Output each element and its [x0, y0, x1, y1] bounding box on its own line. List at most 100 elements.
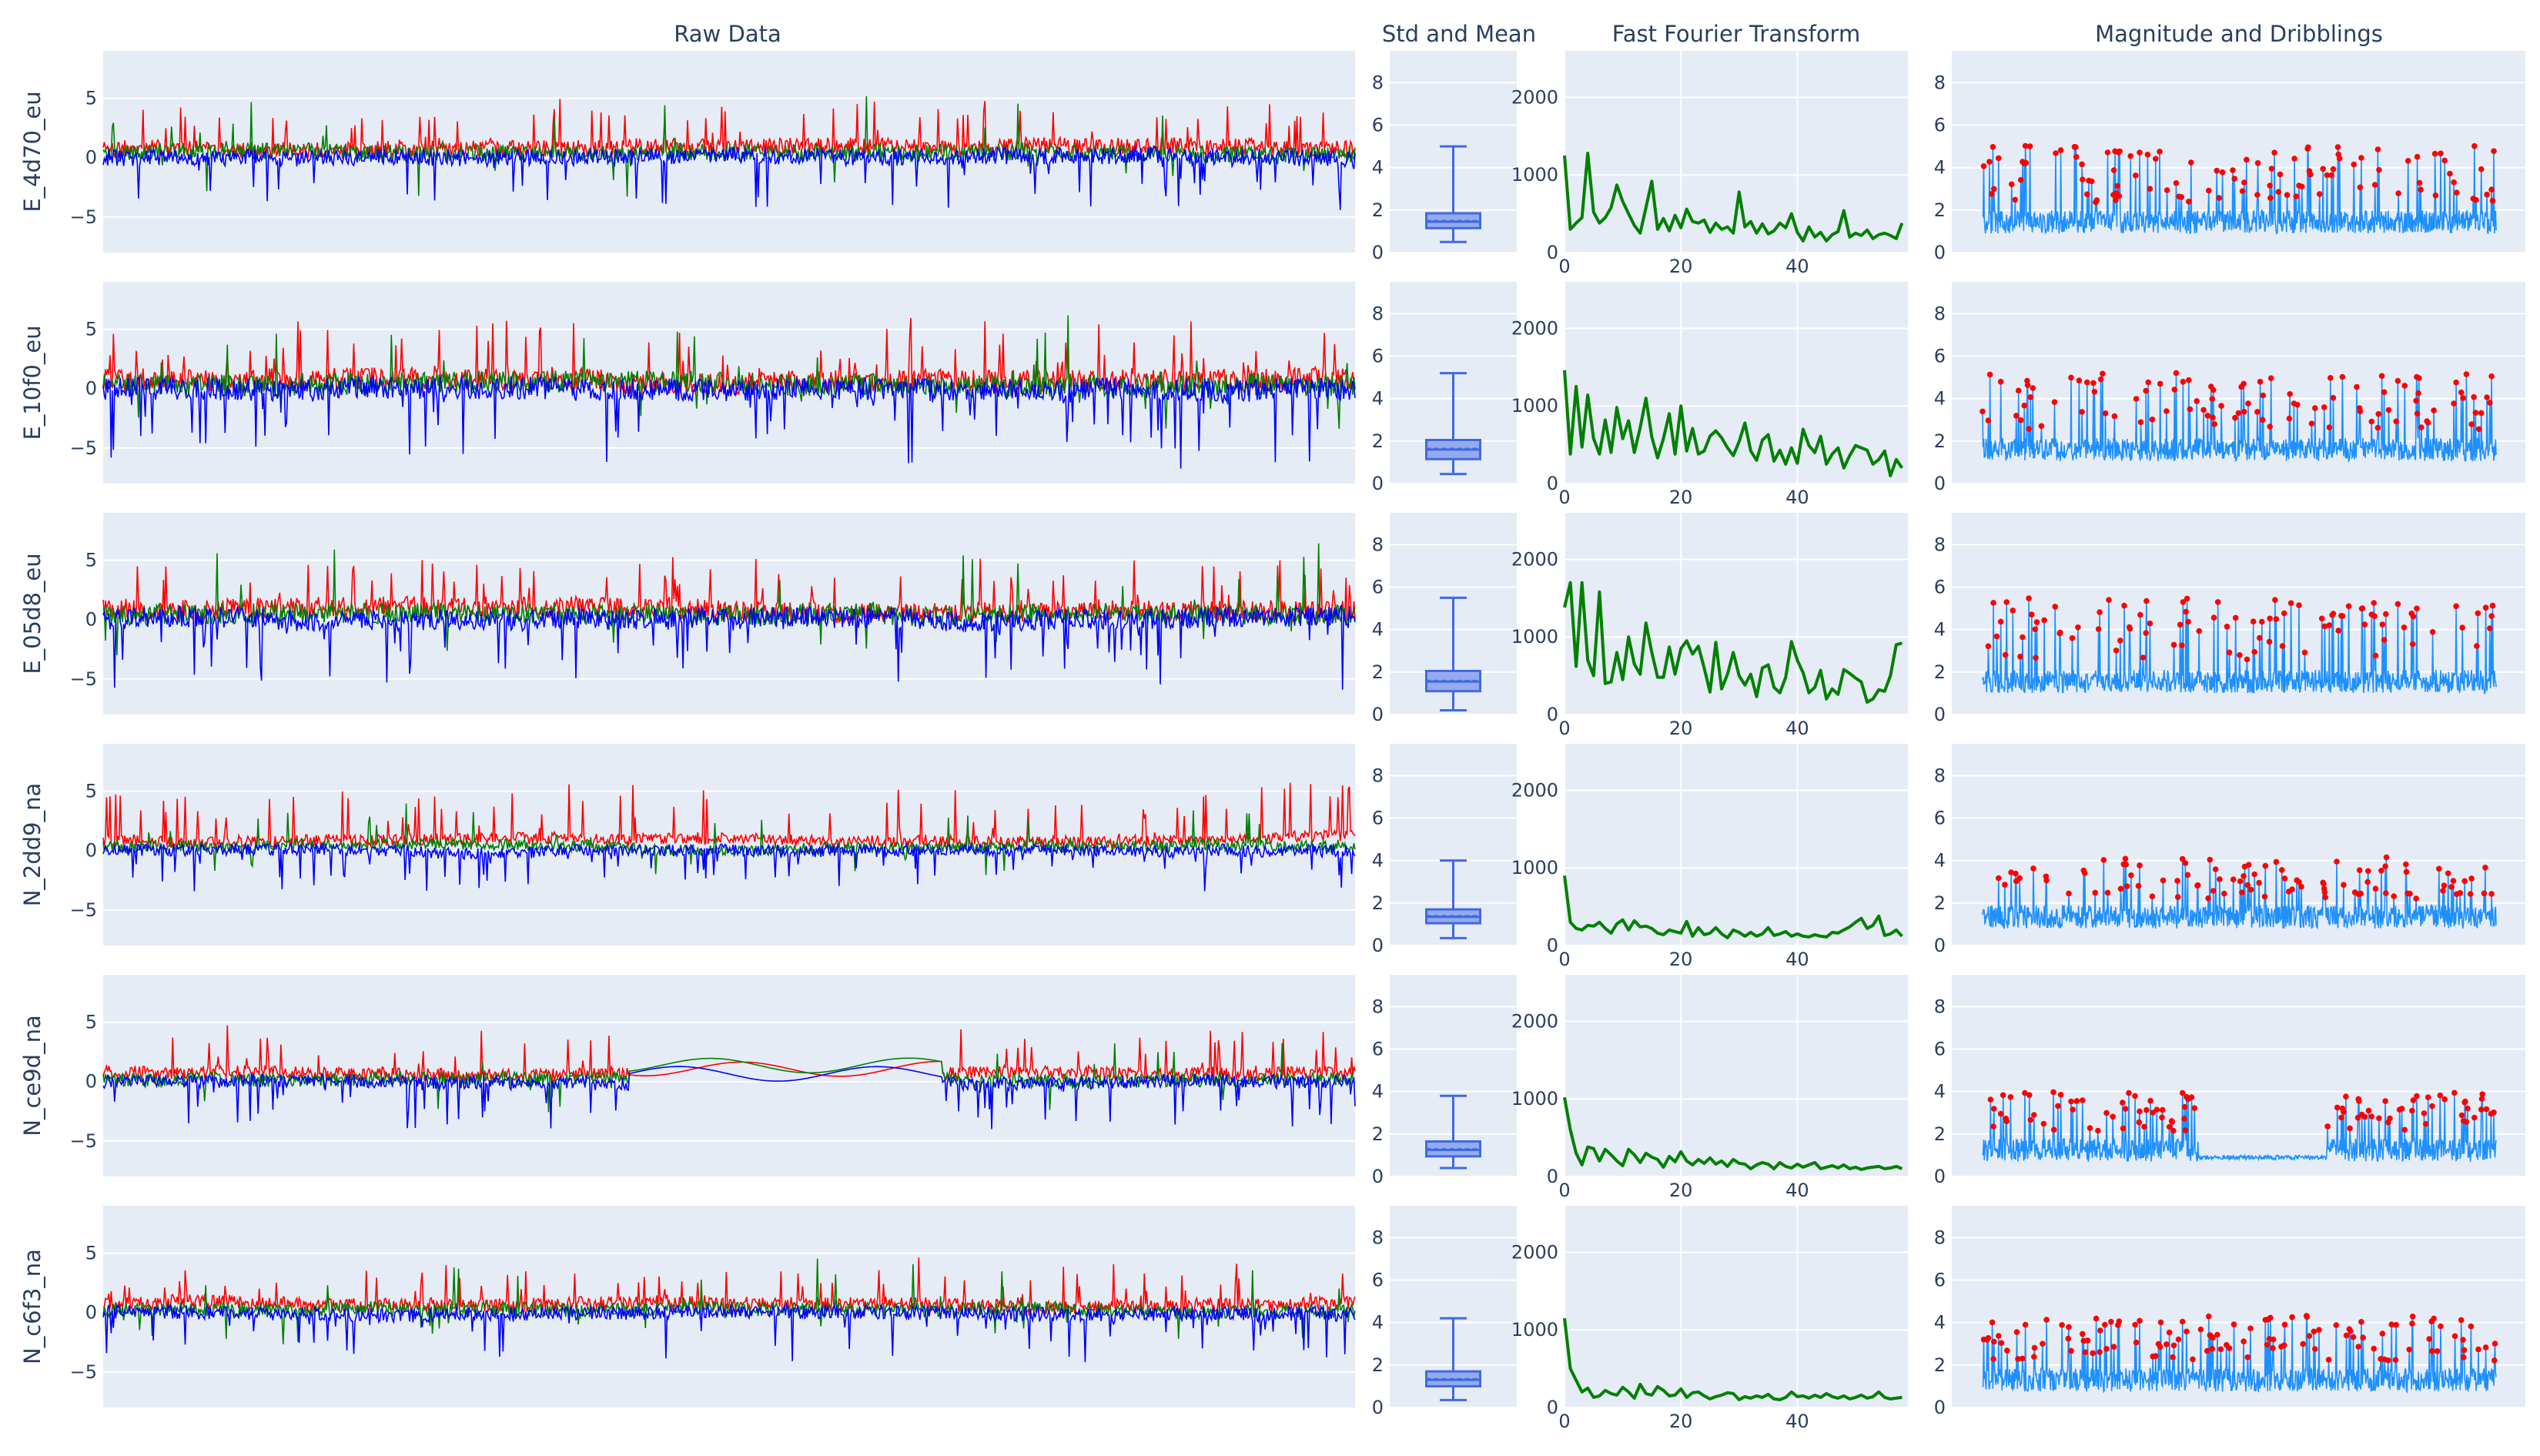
row-E_10f0_eu: E_10f0_eu −5 0 5 0 2 4 6 8 0 1000 2000 0 20 40 0 2 4 6 8 [19, 282, 2525, 508]
dribbling-peak [2484, 191, 2490, 198]
x-tick-label: 40 [1785, 949, 1809, 970]
x-tick-label: 0 [1558, 949, 1570, 970]
dribbling-peak [2355, 1344, 2361, 1350]
dribbling-peak [1986, 159, 1993, 165]
dribbling-peak [2069, 635, 2076, 641]
dribbling-peak [2026, 426, 2032, 432]
panel-background [1564, 744, 1908, 946]
dribbling-peak [2207, 856, 2214, 863]
dribbling-peak [2365, 868, 2371, 875]
dribbling-peak [2050, 1089, 2056, 1096]
dribbling-peak [2095, 1127, 2101, 1134]
dribbling-peak [2240, 1338, 2247, 1344]
dribbling-peak [2316, 191, 2323, 197]
dribbling-peak [2324, 1123, 2331, 1130]
y-tick-label: 0 [1372, 1166, 1384, 1187]
dribbling-peak [2173, 180, 2180, 186]
dribbling-peak [2438, 150, 2444, 157]
dribbling-peak [2132, 1093, 2138, 1100]
dribbling-peak [2095, 626, 2102, 632]
dribbling-peak [2127, 152, 2133, 159]
y-tick-label: 8 [1372, 303, 1384, 324]
fft-line [1563, 581, 1902, 704]
row-E_05d8_eu: E_05d8_eu −5 0 5 0 2 4 6 8 0 1000 2000 0 20 40 0 2 4 6 8 [19, 513, 2525, 739]
magnitude-panel: 0 2 4 6 8 [1934, 744, 2525, 956]
dribbling-peak [2453, 379, 2459, 386]
dribbling-peak [2239, 188, 2246, 194]
dribbling-peak [2027, 1116, 2034, 1123]
dribbling-peak [2294, 401, 2301, 408]
x-tick-label: 0 [1558, 1411, 1570, 1432]
y-tick-label: 6 [1372, 1270, 1384, 1291]
y-tick-label: 1000 [1511, 395, 1558, 417]
dribbling-peak [2273, 859, 2280, 865]
dribbling-peak [2111, 413, 2118, 420]
dribbling-peak [2475, 426, 2482, 433]
dribbling-peak [2284, 192, 2291, 198]
dribbling-peak [2043, 877, 2050, 884]
raw-data-panel: −5 0 5 [70, 1206, 1356, 1407]
dribbling-peak [2153, 1353, 2159, 1359]
dribbling-peak [2137, 1108, 2143, 1115]
row-label: E_10f0_eu [19, 325, 45, 440]
y-tick-label: 4 [1934, 388, 1946, 410]
dribbling-peak [2073, 144, 2079, 150]
dribbling-peak [2070, 1106, 2076, 1113]
dribbling-peak [2345, 603, 2352, 610]
dribbling-peak [1990, 1123, 1996, 1130]
dribbling-peak [2147, 186, 2153, 192]
dribbling-peak [2256, 879, 2262, 886]
dribbling-peak [2395, 190, 2401, 196]
dribbling-peak [2471, 393, 2477, 400]
dribbling-peak [2209, 396, 2216, 402]
dribbling-peak [2033, 619, 2040, 625]
dribbling-peak [2110, 1113, 2116, 1120]
dribbling-peak [2143, 1106, 2150, 1113]
magnitude-line [1982, 857, 2497, 930]
dribbling-peak [2401, 624, 2408, 631]
y-tick-label: 6 [1372, 346, 1384, 367]
dribbling-peak [2489, 602, 2496, 609]
dribbling-peak [2465, 1105, 2471, 1112]
dribbling-peak [2368, 418, 2375, 425]
dribbling-peak [2289, 886, 2295, 892]
dribbling-peak [2341, 1109, 2347, 1115]
fft-line [1563, 152, 1904, 243]
dribbling-peak [1989, 144, 1996, 150]
dribbling-peak [2017, 654, 2023, 660]
y-tick-label: 6 [1934, 577, 1946, 598]
dribbling-peak [1991, 186, 1997, 192]
y-tick-label: 6 [1372, 115, 1384, 136]
dribbling-peak [2206, 1313, 2212, 1320]
y-tick-label: 4 [1372, 619, 1384, 641]
y-tick-label: 8 [1934, 303, 1946, 324]
y-tick-label: 4 [1934, 1312, 1946, 1334]
dribbling-peak [2137, 149, 2143, 156]
dribbling-peak [2394, 377, 2401, 384]
dribbling-peak [2150, 1110, 2156, 1116]
dribbling-peak [2460, 395, 2466, 401]
dribbling-peak [2421, 1110, 2428, 1116]
dribbling-peak [2157, 149, 2163, 155]
dribbling-peak [2024, 377, 2030, 384]
dribbling-peak [2008, 869, 2014, 875]
dribbling-peak [2091, 389, 2098, 395]
y-tick-label: 5 [85, 319, 97, 340]
raw-series-z [102, 842, 1356, 892]
dribbling-peak [2371, 1345, 2377, 1352]
dribbling-peak [2194, 398, 2200, 404]
dribbling-peak [2013, 1329, 2020, 1335]
dribbling-peak [2422, 1120, 2429, 1127]
dribbling-peak [2429, 629, 2436, 635]
dribbling-peak [2437, 1092, 2444, 1099]
row-label: N_2dd9_na [19, 783, 45, 907]
std-mean-panel: 0 2 4 6 8 [1372, 744, 1517, 956]
raw-series-x [102, 1025, 1356, 1084]
dribbling-peak [2321, 623, 2328, 630]
dribbling-peak [2371, 613, 2378, 619]
dribbling-peak [2434, 1348, 2441, 1354]
magnitude-panel: 0 2 4 6 8 [1934, 282, 2525, 494]
dribbling-peak [2232, 614, 2239, 621]
dribbling-peak [1989, 1319, 1996, 1326]
